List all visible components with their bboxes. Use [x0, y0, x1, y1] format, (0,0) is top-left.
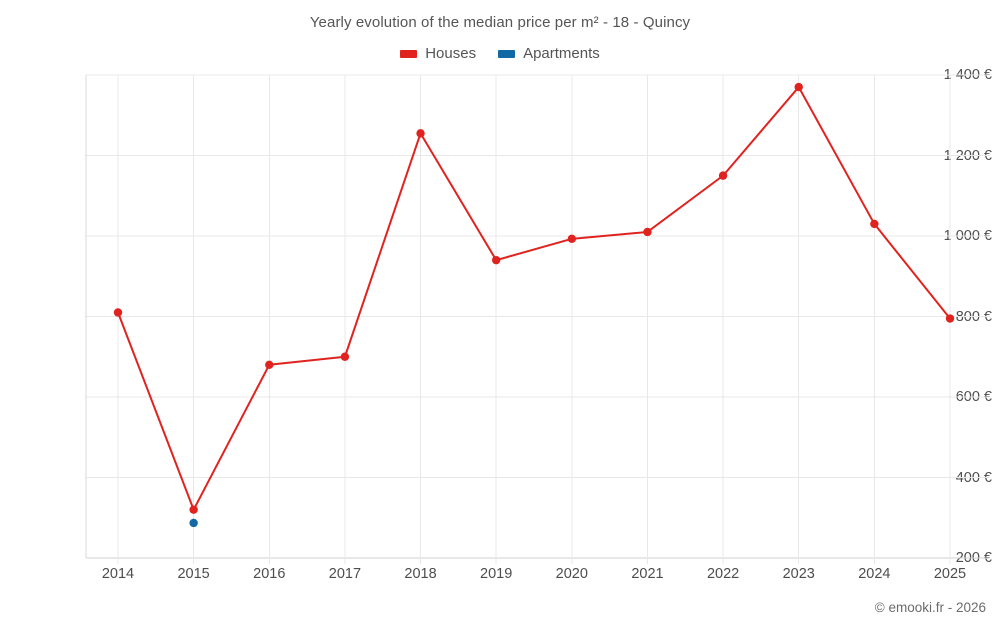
- data-point[interactable]: [189, 518, 198, 528]
- data-point[interactable]: [870, 219, 879, 229]
- x-axis-tick-label: 2022: [706, 566, 740, 582]
- x-axis-tick-label: 2019: [480, 566, 513, 582]
- series-line-houses: [117, 86, 951, 511]
- footer-credit: © emooki.fr - 2026: [874, 600, 986, 615]
- x-axis-tick-label: 2015: [177, 566, 210, 582]
- data-point[interactable]: [265, 360, 274, 369]
- data-point[interactable]: [718, 171, 728, 180]
- chart-gridlines: [85, 74, 990, 564]
- x-axis-tick-label: 2023: [782, 566, 815, 582]
- chart-series-layer: [113, 82, 955, 528]
- chart-legend: Houses Apartments: [0, 45, 1000, 62]
- x-axis-tick-label: 2018: [404, 566, 437, 582]
- legend-swatch-apartments: [498, 49, 516, 58]
- legend-item-apartments[interactable]: Apartments: [498, 45, 600, 62]
- x-axis-tick-label: 2025: [933, 566, 967, 582]
- x-axis-tick-label: 2021: [631, 566, 664, 582]
- data-point[interactable]: [340, 352, 350, 361]
- x-axis-tick-label: 2017: [328, 566, 362, 582]
- legend-label-apartments: Apartments: [523, 45, 600, 62]
- chart-title: Yearly evolution of the median price per…: [309, 14, 691, 31]
- legend-label-houses: Houses: [425, 45, 477, 62]
- data-point[interactable]: [945, 314, 955, 323]
- data-point[interactable]: [113, 308, 123, 317]
- data-point[interactable]: [416, 129, 425, 138]
- data-point[interactable]: [794, 82, 803, 92]
- data-point[interactable]: [643, 227, 652, 237]
- legend-item-houses[interactable]: Houses: [400, 45, 476, 62]
- x-axis-tick-label: 2020: [555, 566, 588, 582]
- x-axis-tick-label: 2014: [101, 566, 135, 582]
- x-axis-tick-label: 2016: [253, 566, 286, 582]
- data-point[interactable]: [189, 505, 198, 514]
- legend-swatch-houses: [400, 49, 418, 58]
- x-axis-tick-label: 2024: [858, 566, 891, 582]
- data-point[interactable]: [491, 255, 501, 265]
- plot-area: [85, 74, 990, 564]
- data-point[interactable]: [567, 234, 577, 244]
